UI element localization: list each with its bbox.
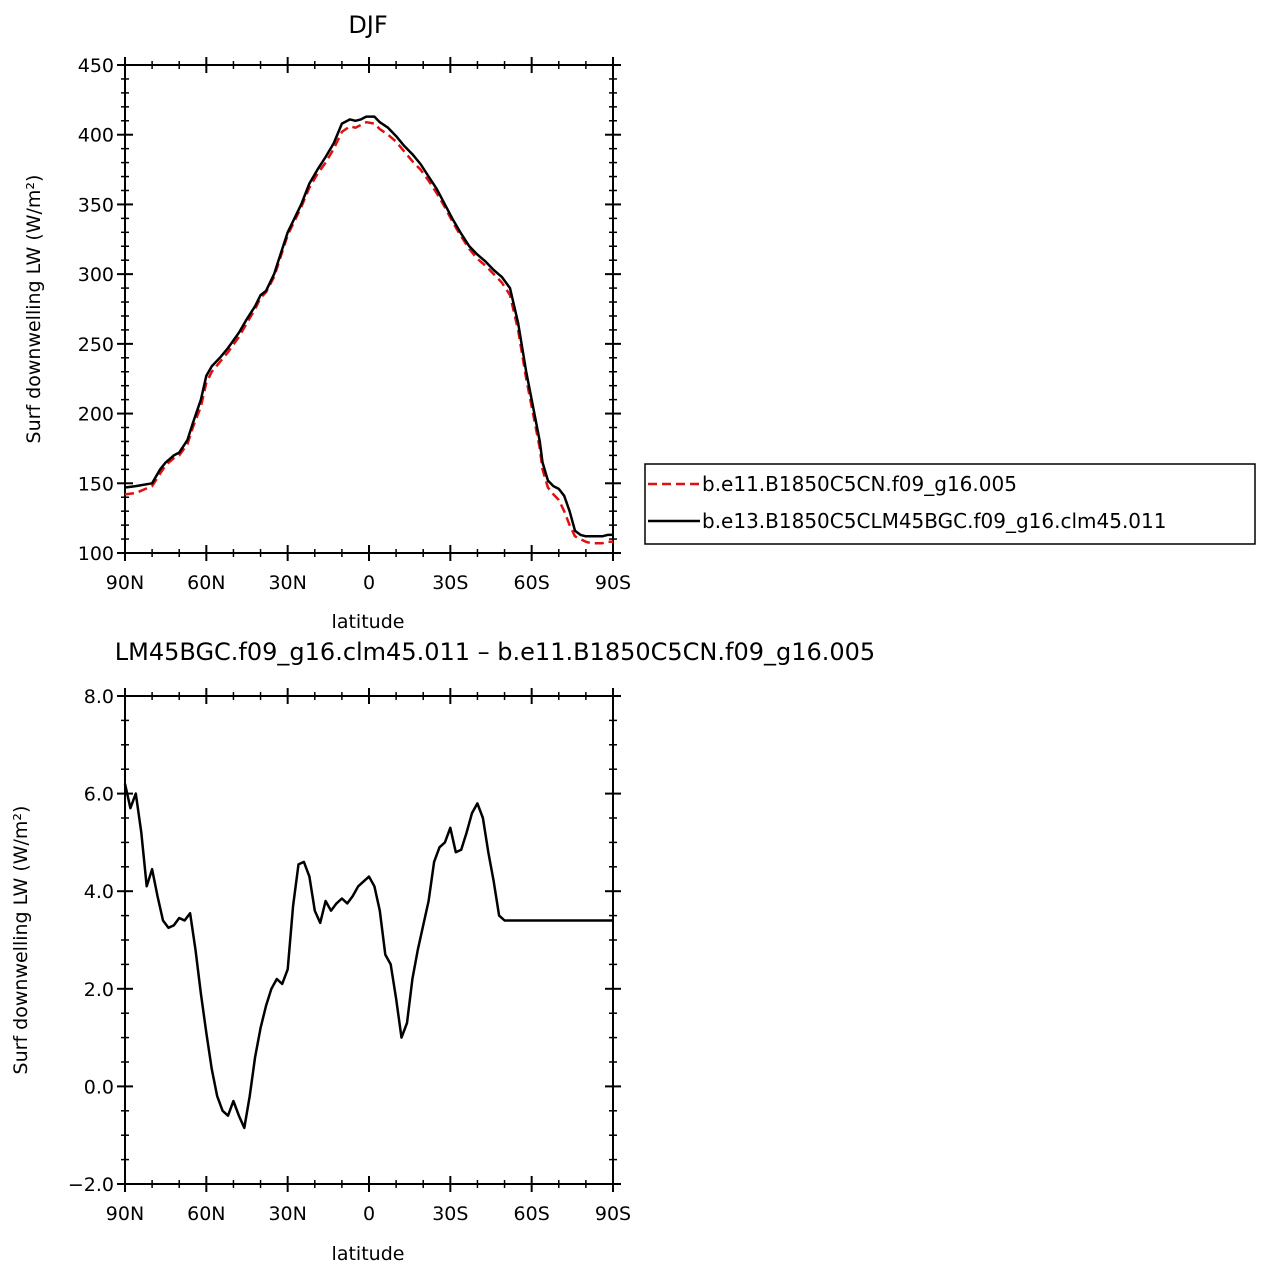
y-tick-label: 250 <box>78 334 114 356</box>
bottom-x-axis-title: latitude <box>332 1243 405 1265</box>
y-tick-label: 150 <box>78 473 114 495</box>
y-tick-label: 300 <box>78 264 114 286</box>
y-tick-label: 100 <box>78 543 114 565</box>
x-tick-label: 60N <box>187 572 225 594</box>
y-tick-label: 350 <box>78 194 114 216</box>
y-tick-label: 200 <box>78 404 114 426</box>
legend: b.e11.B1850C5CN.f09_g16.005 b.e13.B1850C… <box>644 463 1256 545</box>
y-tick-label: 400 <box>78 125 114 147</box>
top-x-axis: 90N 60N 30N 0 30S 60S 90S <box>106 57 631 594</box>
x-tick-label: 90N <box>106 572 144 594</box>
bottom-plot-frame <box>124 695 614 1185</box>
legend-label-1: b.e13.B1850C5CLM45BGC.f09_g16.clm45.011 <box>702 509 1166 533</box>
top-panel-title: DJF <box>348 11 387 39</box>
bottom-y-axis: −2.0 0.0 2.0 4.0 6.0 8.0 <box>68 686 621 1196</box>
top-y-axis: 100 150 200 250 300 350 400 450 <box>78 55 621 565</box>
bottom-panel: LM45BGC.f09_g16.clm45.011 – b.e11.B1850C… <box>10 638 875 1265</box>
bottom-series-line-0 <box>123 783 613 1130</box>
x-tick-label: 30S <box>432 572 468 594</box>
x-tick-label: 30N <box>268 1203 306 1225</box>
x-tick-label: 90S <box>595 572 631 594</box>
y-tick-label: 8.0 <box>84 686 114 708</box>
bottom-panel-title: LM45BGC.f09_g16.clm45.011 – b.e11.B1850C… <box>115 638 875 666</box>
top-x-axis-title: latitude <box>332 611 405 633</box>
x-tick-label: 0 <box>363 572 375 594</box>
legend-label-0: b.e11.B1850C5CN.f09_g16.005 <box>702 472 1017 496</box>
top-series-line-1 <box>124 115 613 538</box>
x-tick-label: 60S <box>514 1203 550 1225</box>
x-tick-label: 0 <box>363 1203 375 1225</box>
x-tick-label: 60N <box>187 1203 225 1225</box>
y-tick-label: 450 <box>78 55 114 77</box>
bottom-series-lines <box>123 783 613 1130</box>
y-tick-label: 6.0 <box>84 784 114 806</box>
x-tick-label: 60S <box>514 572 550 594</box>
top-series-lines <box>124 115 613 545</box>
y-tick-label: −2.0 <box>68 1174 114 1196</box>
x-tick-label: 30S <box>432 1203 468 1225</box>
y-tick-label: 4.0 <box>84 881 114 903</box>
y-tick-label: 2.0 <box>84 979 114 1001</box>
top-y-axis-title: Surf downwelling LW (W/m²) <box>23 175 45 444</box>
x-tick-label: 90N <box>106 1203 144 1225</box>
x-tick-label: 90S <box>595 1203 631 1225</box>
y-tick-label: 0.0 <box>84 1076 114 1098</box>
top-series-line-0 <box>124 120 613 545</box>
top-plot-frame <box>124 64 614 554</box>
legend-box <box>644 463 1256 545</box>
bottom-y-axis-title: Surf downwelling LW (W/m²) <box>10 806 32 1075</box>
top-panel: DJF 100 150 200 250 300 350 400 450 90N 60N 30N 0 3… <box>23 11 631 633</box>
x-tick-label: 30N <box>268 572 306 594</box>
bottom-x-axis: 90N 60N 30N 0 30S 60S 90S <box>106 688 631 1225</box>
